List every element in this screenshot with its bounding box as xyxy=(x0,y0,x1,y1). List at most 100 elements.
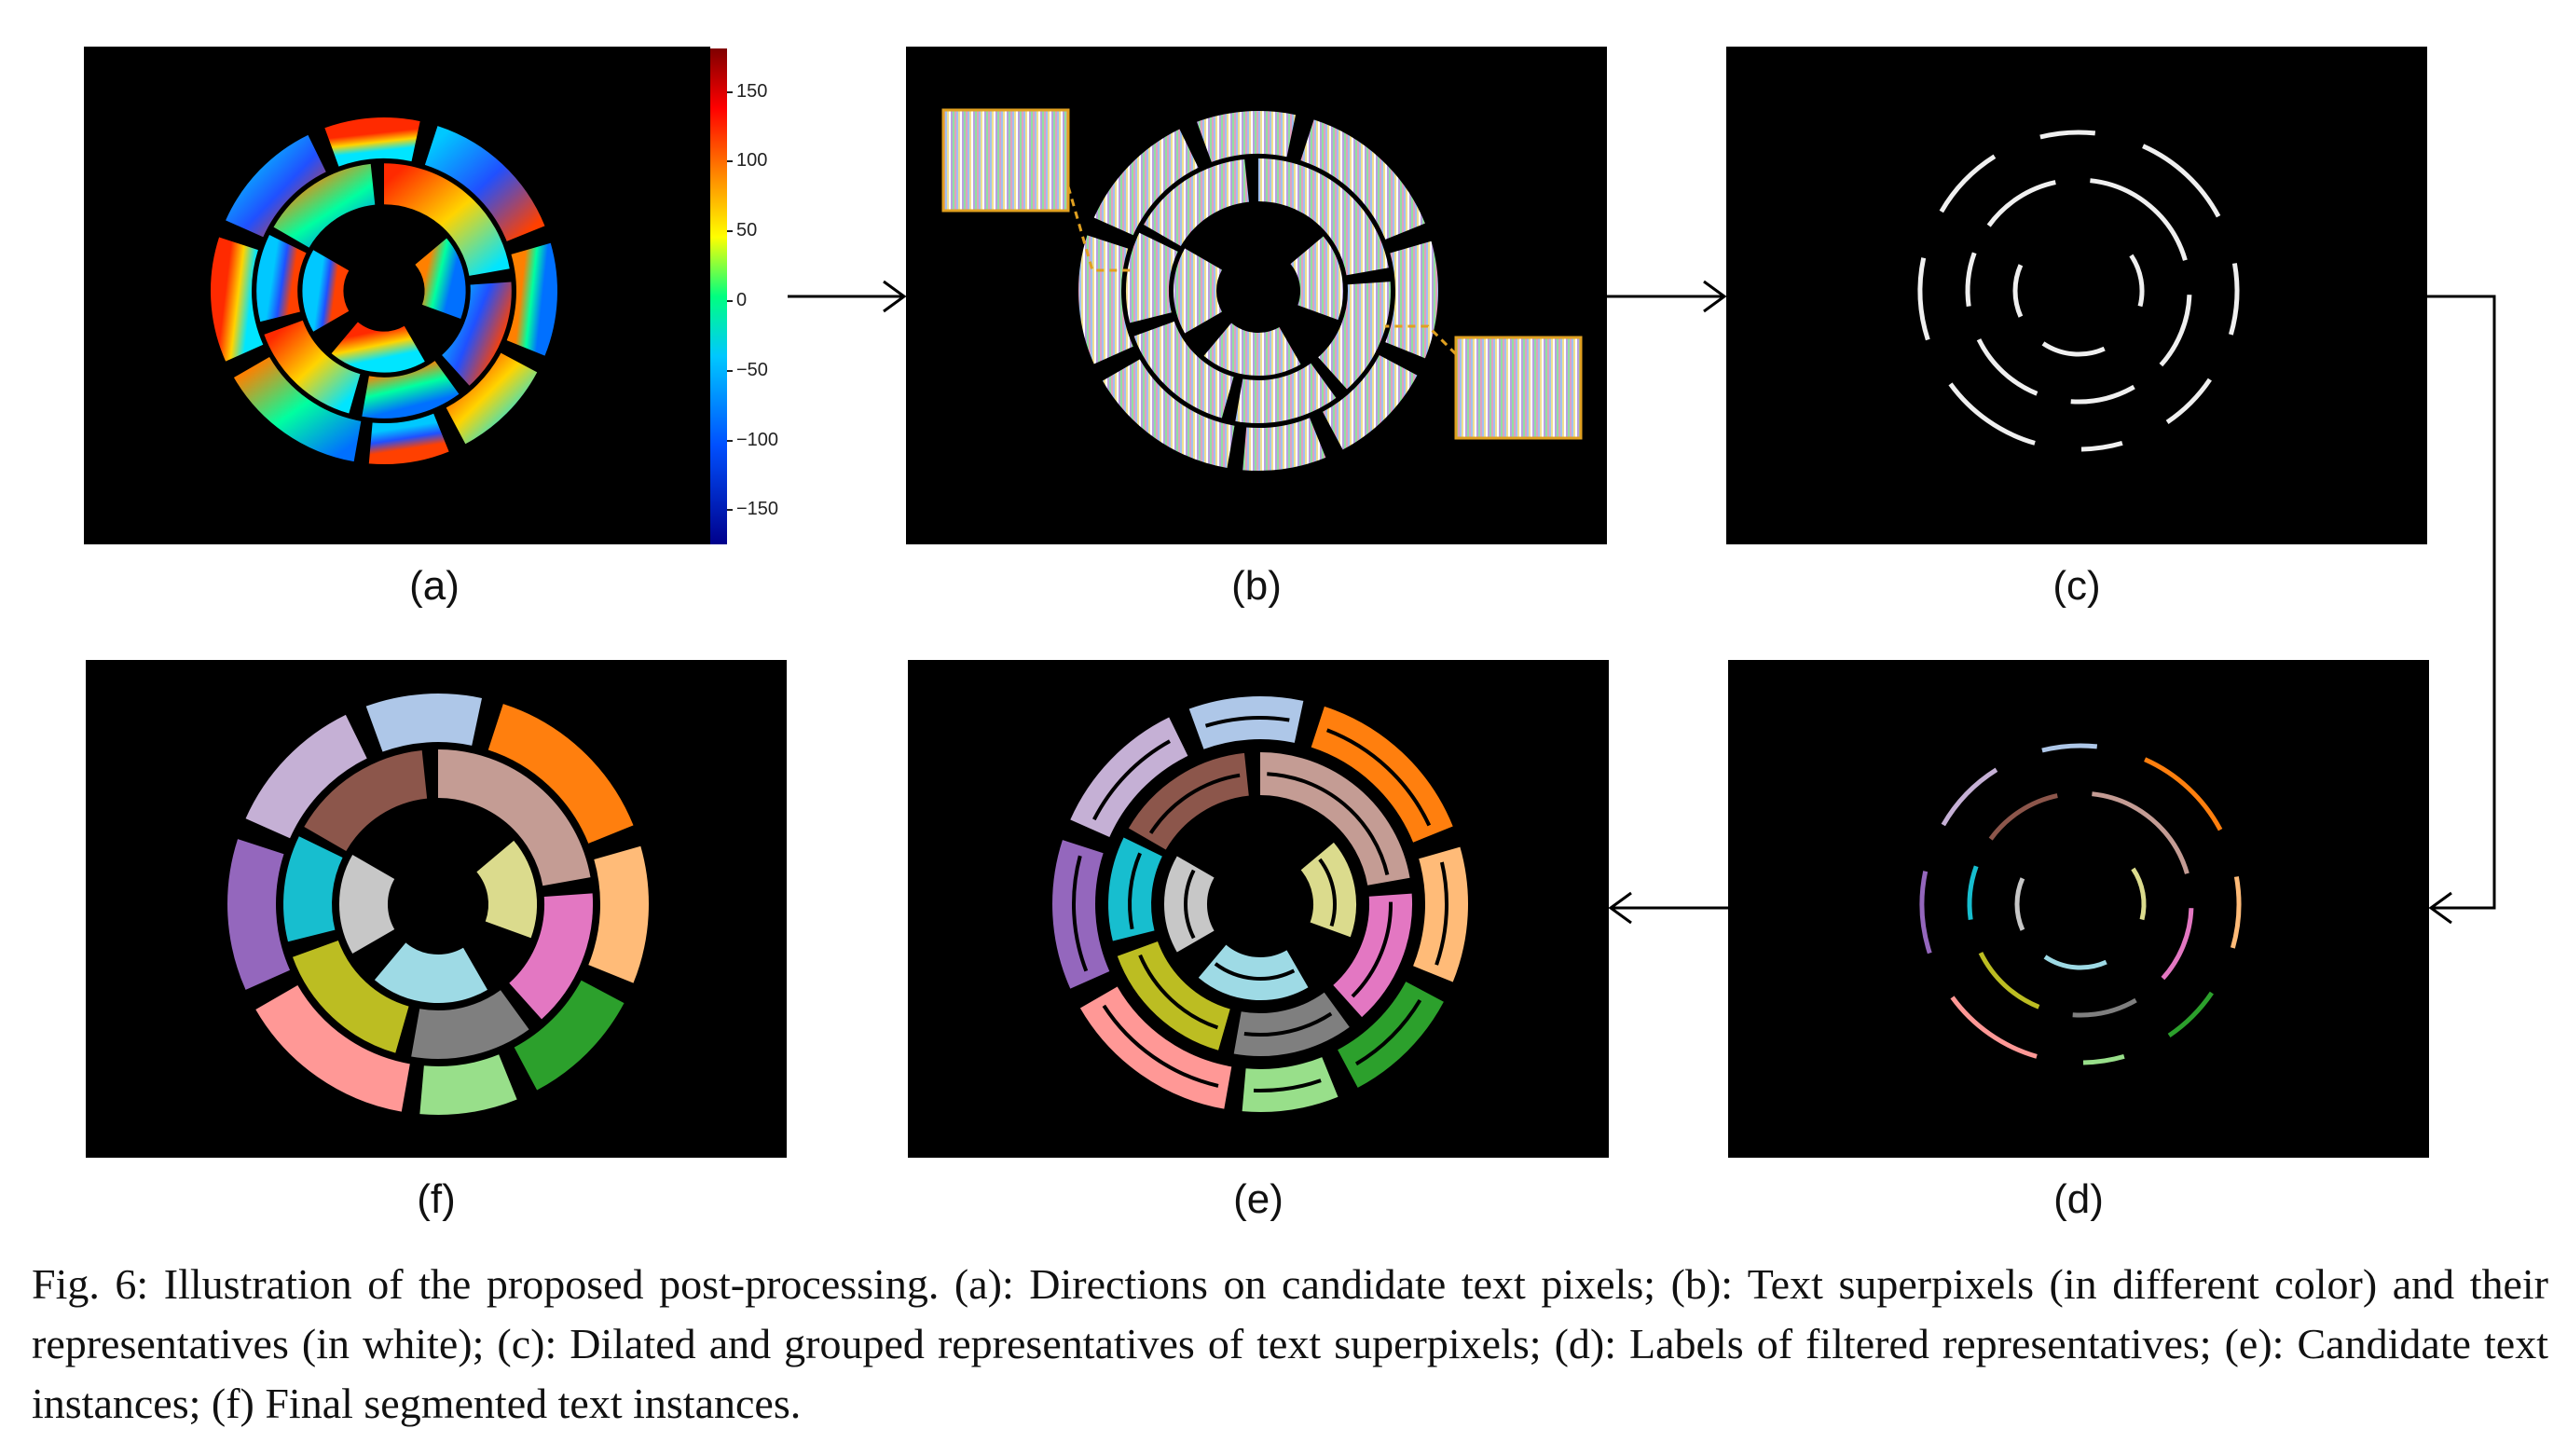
instance-outline xyxy=(1204,716,1290,728)
panel-label-c: (c) xyxy=(2052,563,2101,609)
direction-segment xyxy=(441,282,512,386)
representative-stroke xyxy=(2012,264,2024,318)
panel-f-final-instances xyxy=(86,660,787,1158)
superpixel-segment xyxy=(1242,418,1326,471)
labeled-stroke xyxy=(2014,877,2025,931)
labeled-stroke xyxy=(1988,793,2058,841)
representative-stroke xyxy=(2070,384,2135,405)
direction-segment xyxy=(256,235,307,323)
direction-segment xyxy=(233,356,362,462)
direction-segment xyxy=(273,163,377,249)
text-instance xyxy=(411,989,529,1059)
panel-e-candidate-instances xyxy=(908,660,1609,1158)
arrow-c-to-d-head xyxy=(2428,891,2452,925)
superpixel-segment xyxy=(1126,232,1178,323)
arrow-d-to-e-head xyxy=(1608,891,1632,925)
labeled-stroke xyxy=(1919,871,1932,955)
zoom-inset-left xyxy=(941,108,1070,213)
instance-outline xyxy=(1184,869,1196,940)
colored-strokes-image xyxy=(1919,743,2242,1065)
labeled-stroke xyxy=(2230,876,2242,949)
superpixel-segment xyxy=(1235,363,1337,423)
instance-outline xyxy=(1267,772,1390,875)
representative-stroke xyxy=(2039,130,2096,140)
labeled-stroke xyxy=(1941,767,1998,827)
labeled-stroke xyxy=(2131,867,2147,921)
text-instance xyxy=(374,941,487,1003)
final-instances-image xyxy=(227,694,649,1115)
inset-leader-left xyxy=(1066,185,1135,272)
representative-stroke xyxy=(2142,144,2221,218)
arrow-c-to-d xyxy=(2427,295,2496,910)
instance-outline xyxy=(1092,739,1171,821)
colorbar-tick: 150 xyxy=(727,82,767,101)
superpixel-segment xyxy=(1078,235,1133,364)
text-instance xyxy=(508,893,594,1020)
superpixel-segment xyxy=(1385,240,1438,359)
text-instance xyxy=(1117,941,1231,1051)
instance-outline xyxy=(1102,1004,1219,1088)
candidate-instances-image xyxy=(1052,696,1468,1112)
instance-outline xyxy=(1351,901,1393,998)
instance-outline xyxy=(1138,954,1219,1030)
direction-segment xyxy=(368,413,449,464)
panel-c-dilated-representatives xyxy=(1726,47,2427,544)
labeled-stroke xyxy=(2161,908,2194,981)
text-instance xyxy=(292,940,410,1053)
colorbar xyxy=(710,48,727,544)
panel-label-b: (b) xyxy=(1231,563,1282,609)
colorbar-tick: −100 xyxy=(727,431,778,449)
text-instance xyxy=(514,980,625,1091)
labeled-stroke xyxy=(2082,1053,2125,1065)
superpixel-segment xyxy=(1093,129,1200,236)
direction-segment xyxy=(383,163,510,277)
instance-outline xyxy=(1434,861,1449,966)
instance-outline xyxy=(1253,1078,1322,1092)
representative-stroke xyxy=(1939,154,1997,213)
labeled-stroke xyxy=(2144,757,2223,831)
superpixel-segment xyxy=(1143,158,1250,247)
instance-outline xyxy=(1072,855,1089,972)
text-instance xyxy=(339,855,395,954)
superpixel-segment xyxy=(1203,322,1301,376)
white-strokes-image xyxy=(1917,130,2240,452)
direction-segment xyxy=(424,126,545,242)
text-instance xyxy=(588,845,649,983)
panel-label-e: (e) xyxy=(1233,1176,1284,1222)
representative-stroke xyxy=(2041,341,2106,357)
direction-segment xyxy=(414,238,466,319)
text-instance xyxy=(365,694,482,752)
text-instance xyxy=(304,749,428,852)
direction-segment xyxy=(324,117,420,167)
superpixel-segment xyxy=(1322,354,1418,450)
representative-stroke xyxy=(2159,295,2192,367)
instance-outline xyxy=(1214,962,1296,981)
representative-stroke xyxy=(2129,254,2145,308)
colorbar-tick: 100 xyxy=(727,151,767,170)
zoom-inset-right xyxy=(1454,336,1583,440)
direction-segment xyxy=(302,250,350,332)
direction-segment xyxy=(331,321,425,373)
representative-stroke xyxy=(2228,263,2240,336)
superpixel-segment xyxy=(1133,321,1235,419)
representative-stroke xyxy=(1976,338,2038,396)
panel-a-direction-map xyxy=(84,47,710,544)
instance-outline xyxy=(1354,998,1422,1066)
panel-b-superpixels xyxy=(906,47,1607,544)
colorbar-tick: 50 xyxy=(727,221,757,240)
colorbar-tick: −50 xyxy=(727,361,768,379)
representative-stroke xyxy=(1948,382,2036,446)
superpixel-segment xyxy=(1289,236,1343,321)
superpixel-segment xyxy=(1102,359,1236,469)
panel-d-labeled-representatives xyxy=(1728,660,2429,1158)
labeled-stroke xyxy=(2043,955,2107,970)
labeled-stroke xyxy=(1978,952,2040,1010)
labeled-stroke xyxy=(2041,743,2098,753)
direction-segment xyxy=(446,352,538,445)
text-instance xyxy=(437,749,591,886)
panel-label-d: (d) xyxy=(2053,1176,2104,1222)
text-instance xyxy=(1128,752,1250,851)
direction-segment xyxy=(264,320,362,414)
text-instance xyxy=(283,836,343,942)
labeled-stroke xyxy=(1950,996,2038,1059)
